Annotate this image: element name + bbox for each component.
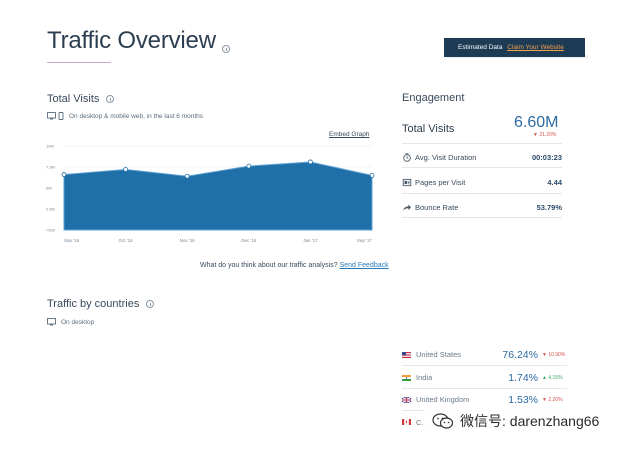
india-flag-icon [402,374,411,381]
y-axis-labels: 10M 7.5M 5M 2.5M <500 [46,144,56,233]
total-visits-chart: 10M 7.5M 5M 2.5M <500 Sep '16 Oct '16 Nov '16 D… [46,144,375,243]
country-row-partial[interactable]: C... [402,411,567,433]
y-tick-label: <500 [46,228,56,233]
x-tick-label: Dec '16 [241,238,257,243]
estimated-data-banner: Estimated Data Claim Your Website [444,38,585,57]
x-tick-label: Jan '17 [303,238,318,243]
engagement-title: Engagement [402,92,465,104]
country-share: 76.24% [502,348,538,361]
desktop-mobile-icon [47,112,64,120]
y-tick-label: 5M [46,186,52,191]
data-point[interactable] [369,173,375,178]
feedback-line: What do you think about our traffic anal… [200,262,389,269]
avg-visit-duration-label: Avg. Visit Duration [415,153,477,162]
country-name: United States [416,350,462,359]
pages-per-visit-row: Pages per Visit 4.44 [402,172,562,194]
clock-icon [403,153,411,162]
country-change: ▼ 10.90% [542,351,566,358]
country-share: 1.74% [508,371,538,384]
data-point[interactable] [61,172,67,177]
claim-website-link[interactable]: Claim Your Website [507,44,564,51]
countries-section: Traffic by countries [47,298,155,310]
page-title: Traffic Overview [47,27,216,54]
data-point[interactable] [246,163,252,169]
engagement-total-visits-value: 6.60M [514,114,559,131]
send-feedback-link[interactable]: Send Feedback [339,262,389,269]
chart-points [61,159,375,179]
country-name: C... [416,417,428,427]
avg-visit-duration-row: Avg. Visit Duration 00:03:23 [402,148,562,168]
embed-graph-link[interactable]: Embed Graph [329,131,370,138]
visits-subtitle-line: On desktop & mobile web, in the last 6 m… [47,112,203,120]
country-name: India [416,373,433,382]
info-icon[interactable] [106,95,115,103]
watermark-text: 微信号: darenzhang66 [460,413,600,429]
total-visits-title: Total Visits [47,93,100,105]
bounce-rate-label: Bounce Rate [415,202,459,212]
country-change: ▲ 4.15% [542,374,563,381]
countries-subtitle-line: On desktop [47,318,94,326]
bounce-rate-row: Bounce Rate 53.79% [402,197,562,218]
countries-subtitle: On desktop [61,318,95,326]
country-change: ▼ 2.20% [542,396,563,403]
uk-flag-icon [402,396,411,403]
x-tick-label: Sep '16 [64,238,80,243]
countries-title: Traffic by countries [47,298,140,310]
wechat-watermark: 微信号: darenzhang66 [424,408,640,434]
bounce-arrow-icon [403,204,412,211]
y-tick-label: 2.5M [46,207,55,212]
country-row-india[interactable]: India 1.74% ▲ 4.15% [402,367,567,389]
visits-area [63,161,373,231]
y-tick-label: 10M [46,144,54,149]
data-point[interactable] [123,167,128,172]
us-flag-icon [402,351,411,358]
country-share: 1.53% [508,393,538,406]
estimated-data-label: Estimated Data [458,44,503,51]
canada-flag-icon [402,419,411,425]
divider [402,143,562,144]
data-point[interactable] [307,159,313,165]
info-icon[interactable] [146,300,155,308]
bounce-rate-value: 53.79% [536,202,562,212]
country-row-united-states[interactable]: United States 76.24% ▼ 10.90% [402,344,567,366]
y-tick-label: 7.5M [46,165,55,170]
engagement-total-visits-label: Total Visits [402,123,455,135]
x-tick-label: Nov '16 [180,238,196,243]
pages-per-visit-value: 4.44 [547,178,562,187]
visits-subtitle: On desktop & mobile web, in the last 6 m… [69,112,204,120]
pages-icon [402,178,412,187]
x-axis-labels: Sep '16 Oct '16 Nov '16 Dec '16 Jan '17 Sep '… [64,238,372,243]
total-visits-change: ▼ 21.20% [533,132,557,138]
pages-per-visit-label: Pages per Visit [415,178,466,187]
total-visits-section: Total Visits [47,93,115,105]
data-point[interactable] [184,173,190,179]
feedback-question: What do you think about our traffic anal… [200,262,338,269]
x-tick-label: Sep '17 [357,238,373,243]
country-name: United Kingdom [416,395,470,404]
title-underline [47,62,111,63]
x-tick-label: Oct '16 [119,238,134,243]
wechat-icon [432,413,454,429]
avg-visit-duration-value: 00:03:23 [531,153,562,162]
desktop-icon [47,318,56,326]
info-icon[interactable] [222,45,230,53]
